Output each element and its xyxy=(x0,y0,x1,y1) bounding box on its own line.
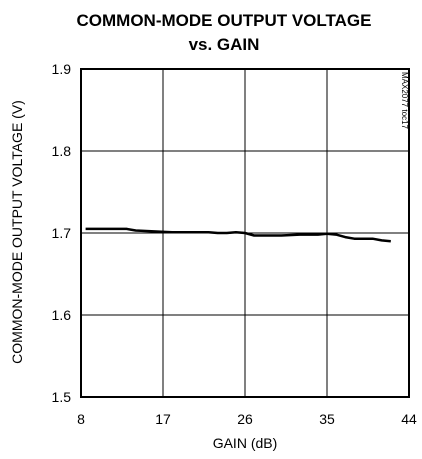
plot-area xyxy=(80,68,410,398)
y-tick-labels: 1.5 1.6 1.7 1.8 1.9 xyxy=(52,61,72,405)
x-tick-label: 17 xyxy=(155,411,171,427)
series-group xyxy=(85,227,391,243)
figure-id-label: MAX2077 toc17 xyxy=(400,72,409,129)
x-tick-label: 26 xyxy=(237,411,253,427)
y-tick-label: 1.6 xyxy=(52,307,72,323)
y-tick-label: 1.9 xyxy=(52,61,72,77)
chart-title-line1: COMMON-MODE OUTPUT VOLTAGE xyxy=(77,11,372,30)
y-tick-label: 1.8 xyxy=(52,143,72,159)
x-tick-label: 8 xyxy=(77,411,85,427)
x-tick-label: 35 xyxy=(319,411,335,427)
x-axis-label: GAIN (dB) xyxy=(213,435,278,451)
series-line xyxy=(85,227,391,243)
x-tick-labels: 8 17 26 35 44 xyxy=(77,411,417,427)
y-tick-label: 1.7 xyxy=(52,225,72,241)
y-axis-label: COMMON-MODE OUTPUT VOLTAGE (V) xyxy=(9,100,25,364)
chart-title-line2: vs. GAIN xyxy=(189,35,260,54)
y-tick-label: 1.5 xyxy=(52,389,72,405)
x-tick-label: 44 xyxy=(401,411,417,427)
